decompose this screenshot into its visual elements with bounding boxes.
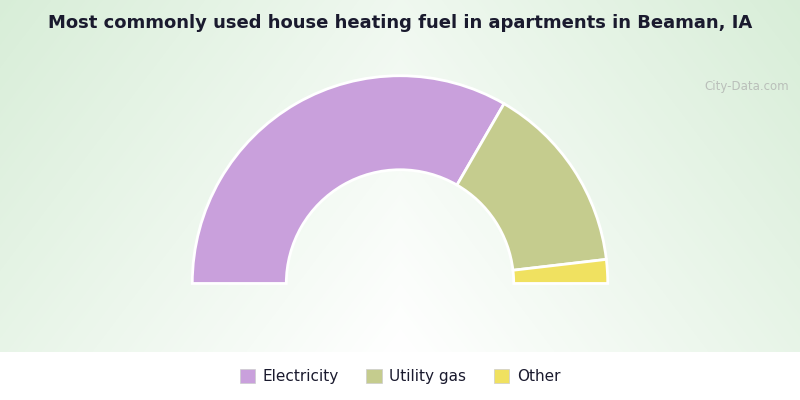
Legend: Electricity, Utility gas, Other: Electricity, Utility gas, Other [240, 369, 560, 384]
Wedge shape [513, 259, 608, 284]
Wedge shape [457, 104, 606, 270]
Text: Most commonly used house heating fuel in apartments in Beaman, IA: Most commonly used house heating fuel in… [48, 14, 752, 32]
Text: City-Data.com: City-Data.com [704, 80, 789, 93]
Wedge shape [192, 76, 504, 284]
